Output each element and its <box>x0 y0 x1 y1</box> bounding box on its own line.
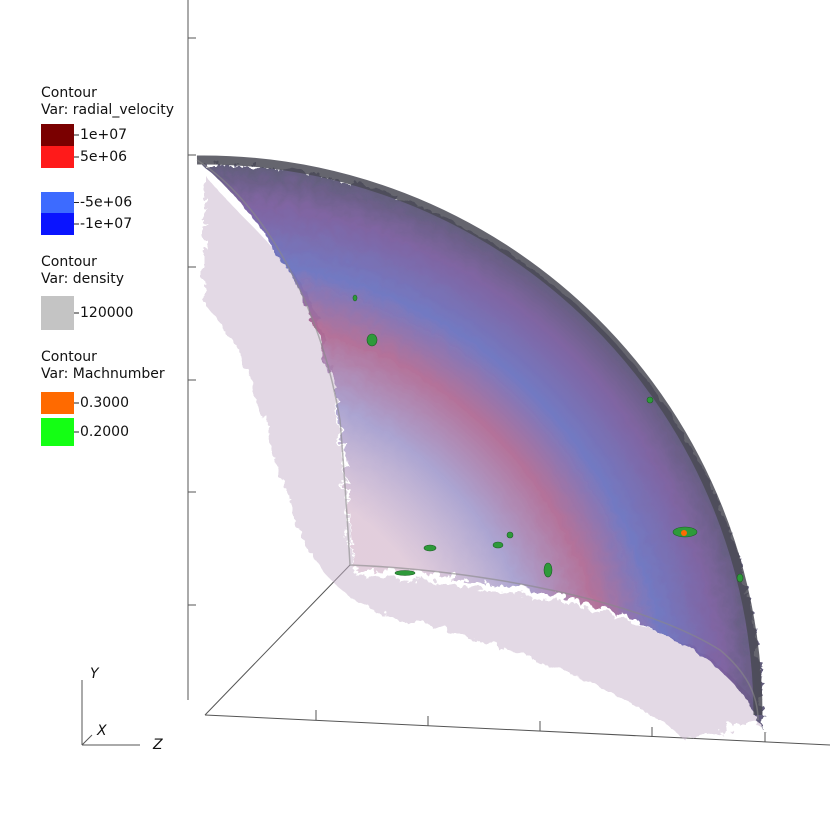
legend-title: Contour <box>41 254 97 270</box>
legend-variable: Var: density <box>41 271 124 287</box>
legend-label: 0.3000 <box>80 395 129 411</box>
triad-label: Y <box>90 666 100 682</box>
legend-title: Contour <box>41 85 97 101</box>
legend-swatch <box>41 296 74 330</box>
legend-swatch <box>41 213 74 235</box>
shell-volume <box>197 159 758 725</box>
axis-line <box>204 714 830 746</box>
legend-label: 5e+06 <box>80 149 127 165</box>
density-surface-edge <box>196 155 763 716</box>
legend-label: 0.2000 <box>80 424 129 440</box>
legend-title: Contour <box>41 349 97 365</box>
triad-label: Z <box>152 737 163 753</box>
triad-label: X <box>96 723 107 739</box>
mach-contour-high <box>681 530 687 536</box>
inner-surface-edge <box>196 159 759 721</box>
axis-line <box>204 564 351 716</box>
axis-ticks <box>188 37 766 742</box>
legend-label: -1e+07 <box>80 216 132 232</box>
legend-variable: Var: Machnumber <box>41 366 165 382</box>
legend-label: 120000 <box>80 305 133 321</box>
legend-label: -5e+06 <box>80 195 132 211</box>
axes-triad: Y X Z <box>81 666 163 753</box>
legend-swatch <box>41 418 74 446</box>
scene <box>187 0 830 746</box>
legend-swatch <box>41 124 74 146</box>
legend-swatch <box>41 146 74 168</box>
legend-variable: Var: radial_velocity <box>41 102 174 118</box>
legend-swatch <box>41 192 74 213</box>
legend-swatch <box>41 392 74 414</box>
inner-volume <box>200 170 758 735</box>
legend-label: 1e+07 <box>80 127 127 143</box>
